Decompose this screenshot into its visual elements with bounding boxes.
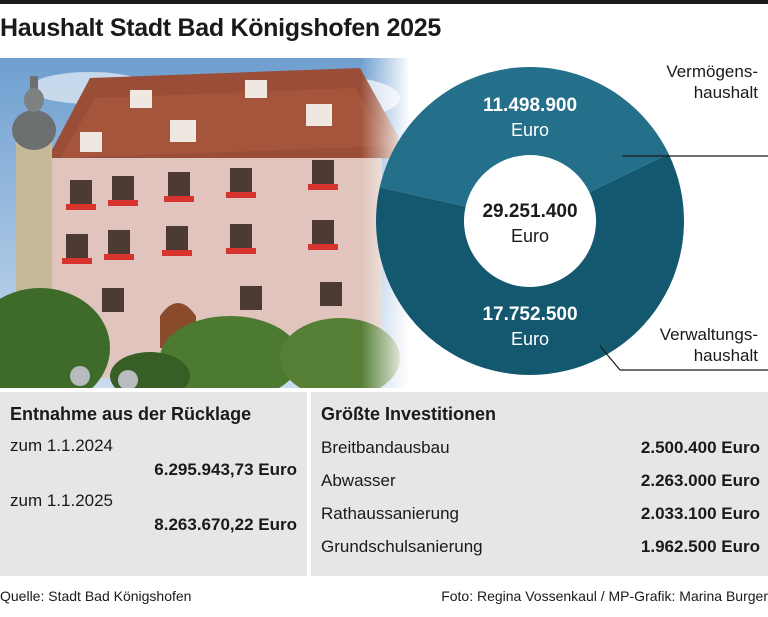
investment-name: Rathaussanierung: [321, 504, 459, 523]
investment-name: Abwasser: [321, 471, 396, 490]
total-unit: Euro: [510, 226, 550, 246]
reserve-date-1: zum 1.1.2024: [10, 436, 114, 455]
callout-vermoegen-line2: haushalt: [693, 83, 758, 102]
investment-row: Rathaussanierung 2.033.100 Euro: [321, 504, 760, 528]
reserve-value-2: 8.263.670,22 Euro: [154, 515, 297, 534]
reserve-panel: Entnahme aus der Rücklage zum 1.1.2024 6…: [0, 392, 307, 576]
donut-slice-vermoegen: [379, 66, 669, 207]
investment-value: 1.962.500 Euro: [640, 537, 760, 556]
callout-verwaltung-line1: Verwaltungs-: [659, 325, 758, 344]
investments-panel: Größte Investitionen Breitbandausbau 2.5…: [311, 392, 768, 576]
investment-value: 2.033.100 Euro: [640, 504, 760, 523]
investment-name: Breitbandausbau: [321, 438, 450, 457]
slice-unit-verwaltung: Euro: [510, 329, 550, 349]
town-hall-photo: [0, 58, 410, 388]
reserve-value-1: 6.295.943,73 Euro: [154, 460, 297, 479]
callout-vermoegen: Vermögens- haushalt: [666, 61, 758, 103]
donut-slice-verwaltung: [376, 153, 685, 375]
page-title: Haushalt Stadt Bad Königshofen 2025: [0, 14, 441, 42]
credit-note: Foto: Regina Vossenkaul / MP-Grafik: Mar…: [441, 588, 768, 604]
investment-row: Breitbandausbau 2.500.400 Euro: [321, 438, 760, 462]
source-note: Quelle: Stadt Bad Königshofen: [0, 588, 192, 604]
investment-row: Abwasser 2.263.000 Euro: [321, 471, 760, 495]
investment-name: Grundschulsanierung: [321, 537, 483, 556]
callout-verwaltung: Verwaltungs- haushalt: [660, 324, 758, 366]
investment-value: 2.263.000 Euro: [640, 471, 760, 490]
top-rule: [0, 0, 768, 4]
slice-label-vermoegen: 11.498.900 Euro: [450, 94, 610, 142]
total-value: 29.251.400: [482, 201, 578, 222]
budget-donut-chart: 11.498.900 Euro 29.251.400 Euro 17.752.5…: [0, 50, 768, 390]
slice-value-verwaltung: 17.752.500: [482, 304, 578, 325]
callout-line-verwaltung: [599, 345, 621, 371]
slice-label-verwaltung: 17.752.500 Euro: [450, 303, 610, 351]
investment-row: Grundschulsanierung 1.962.500 Euro: [321, 537, 760, 561]
slice-unit-vermoegen: Euro: [510, 120, 550, 140]
callout-vermoegen-line1: Vermögens-: [666, 62, 758, 81]
investments-heading: Größte Investitionen: [321, 404, 497, 424]
slice-value-vermoegen: 11.498.900: [482, 95, 578, 116]
reserve-heading: Entnahme aus der Rücklage: [10, 404, 252, 424]
total-label: 29.251.400 Euro: [450, 200, 610, 248]
callout-verwaltung-line2: haushalt: [693, 346, 758, 365]
reserve-date-2: zum 1.1.2025: [10, 491, 114, 510]
investment-value: 2.500.400 Euro: [640, 438, 760, 457]
